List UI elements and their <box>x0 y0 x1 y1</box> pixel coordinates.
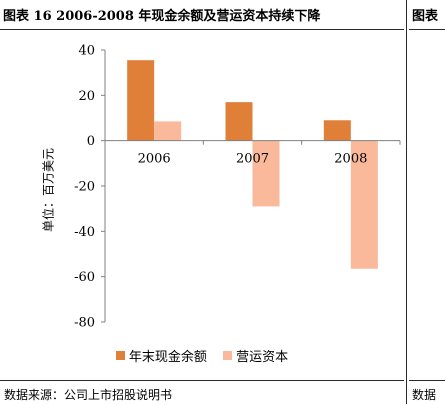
bar-cash-2008 <box>323 120 351 141</box>
y-tick-label: -40 <box>74 225 95 240</box>
y-tick-label: 0 <box>87 134 95 149</box>
legend-item-working-capital: 营运资本 <box>223 346 288 365</box>
bar-cash-2006 <box>127 60 155 141</box>
bar-chart: 40 20 0 -20 -40 -60 -80 2006 2007 2008 <box>74 44 401 331</box>
x-tick-label: 2007 <box>236 152 269 167</box>
legend-swatch-cash <box>115 351 125 360</box>
bars <box>127 60 378 269</box>
legend: 年末现金余额 营运资本 <box>0 346 404 365</box>
y-axis-ticks: 40 20 0 -20 -40 -60 -80 <box>74 44 105 331</box>
x-axis-labels: 2006 2007 2008 <box>104 140 401 167</box>
x-tick-label: 2006 <box>138 152 171 167</box>
legend-label-working-capital: 营运资本 <box>236 350 289 365</box>
column-divider <box>406 0 407 404</box>
figure-title: 图表 16 2006-2008 年现金余额及营运资本持续下降 <box>3 9 321 24</box>
next-source-bar: 数据 <box>409 380 445 405</box>
bar-working-capital-2006 <box>154 121 182 141</box>
bar-working-capital-2008 <box>350 140 378 269</box>
bar-working-capital-2007 <box>252 140 280 207</box>
next-figure-title-bar: 图表 <box>409 0 445 30</box>
y-tick-label: 20 <box>78 89 95 104</box>
legend-label-cash: 年末现金余额 <box>128 350 207 365</box>
y-tick-label: -80 <box>74 316 95 331</box>
next-source-note: 数据 <box>412 388 437 402</box>
y-tick-label: 40 <box>78 44 95 59</box>
legend-item-cash: 年末现金余额 <box>115 346 207 365</box>
source-bar: 数据来源：公司上市招股说明书 <box>0 380 404 405</box>
figure-title-bar: 图表 16 2006-2008 年现金余额及营运资本持续下降 <box>0 0 404 30</box>
next-figure-title: 图表 <box>412 9 439 24</box>
x-tick-label: 2008 <box>334 152 367 167</box>
legend-swatch-working-capital <box>223 351 233 360</box>
bar-cash-2007 <box>225 102 253 141</box>
y-axis-label: 单位：百万美元 <box>41 147 56 233</box>
y-tick-label: -20 <box>74 180 95 195</box>
source-note: 数据来源：公司上市招股说明书 <box>4 388 173 402</box>
y-tick-label: -60 <box>74 270 95 285</box>
